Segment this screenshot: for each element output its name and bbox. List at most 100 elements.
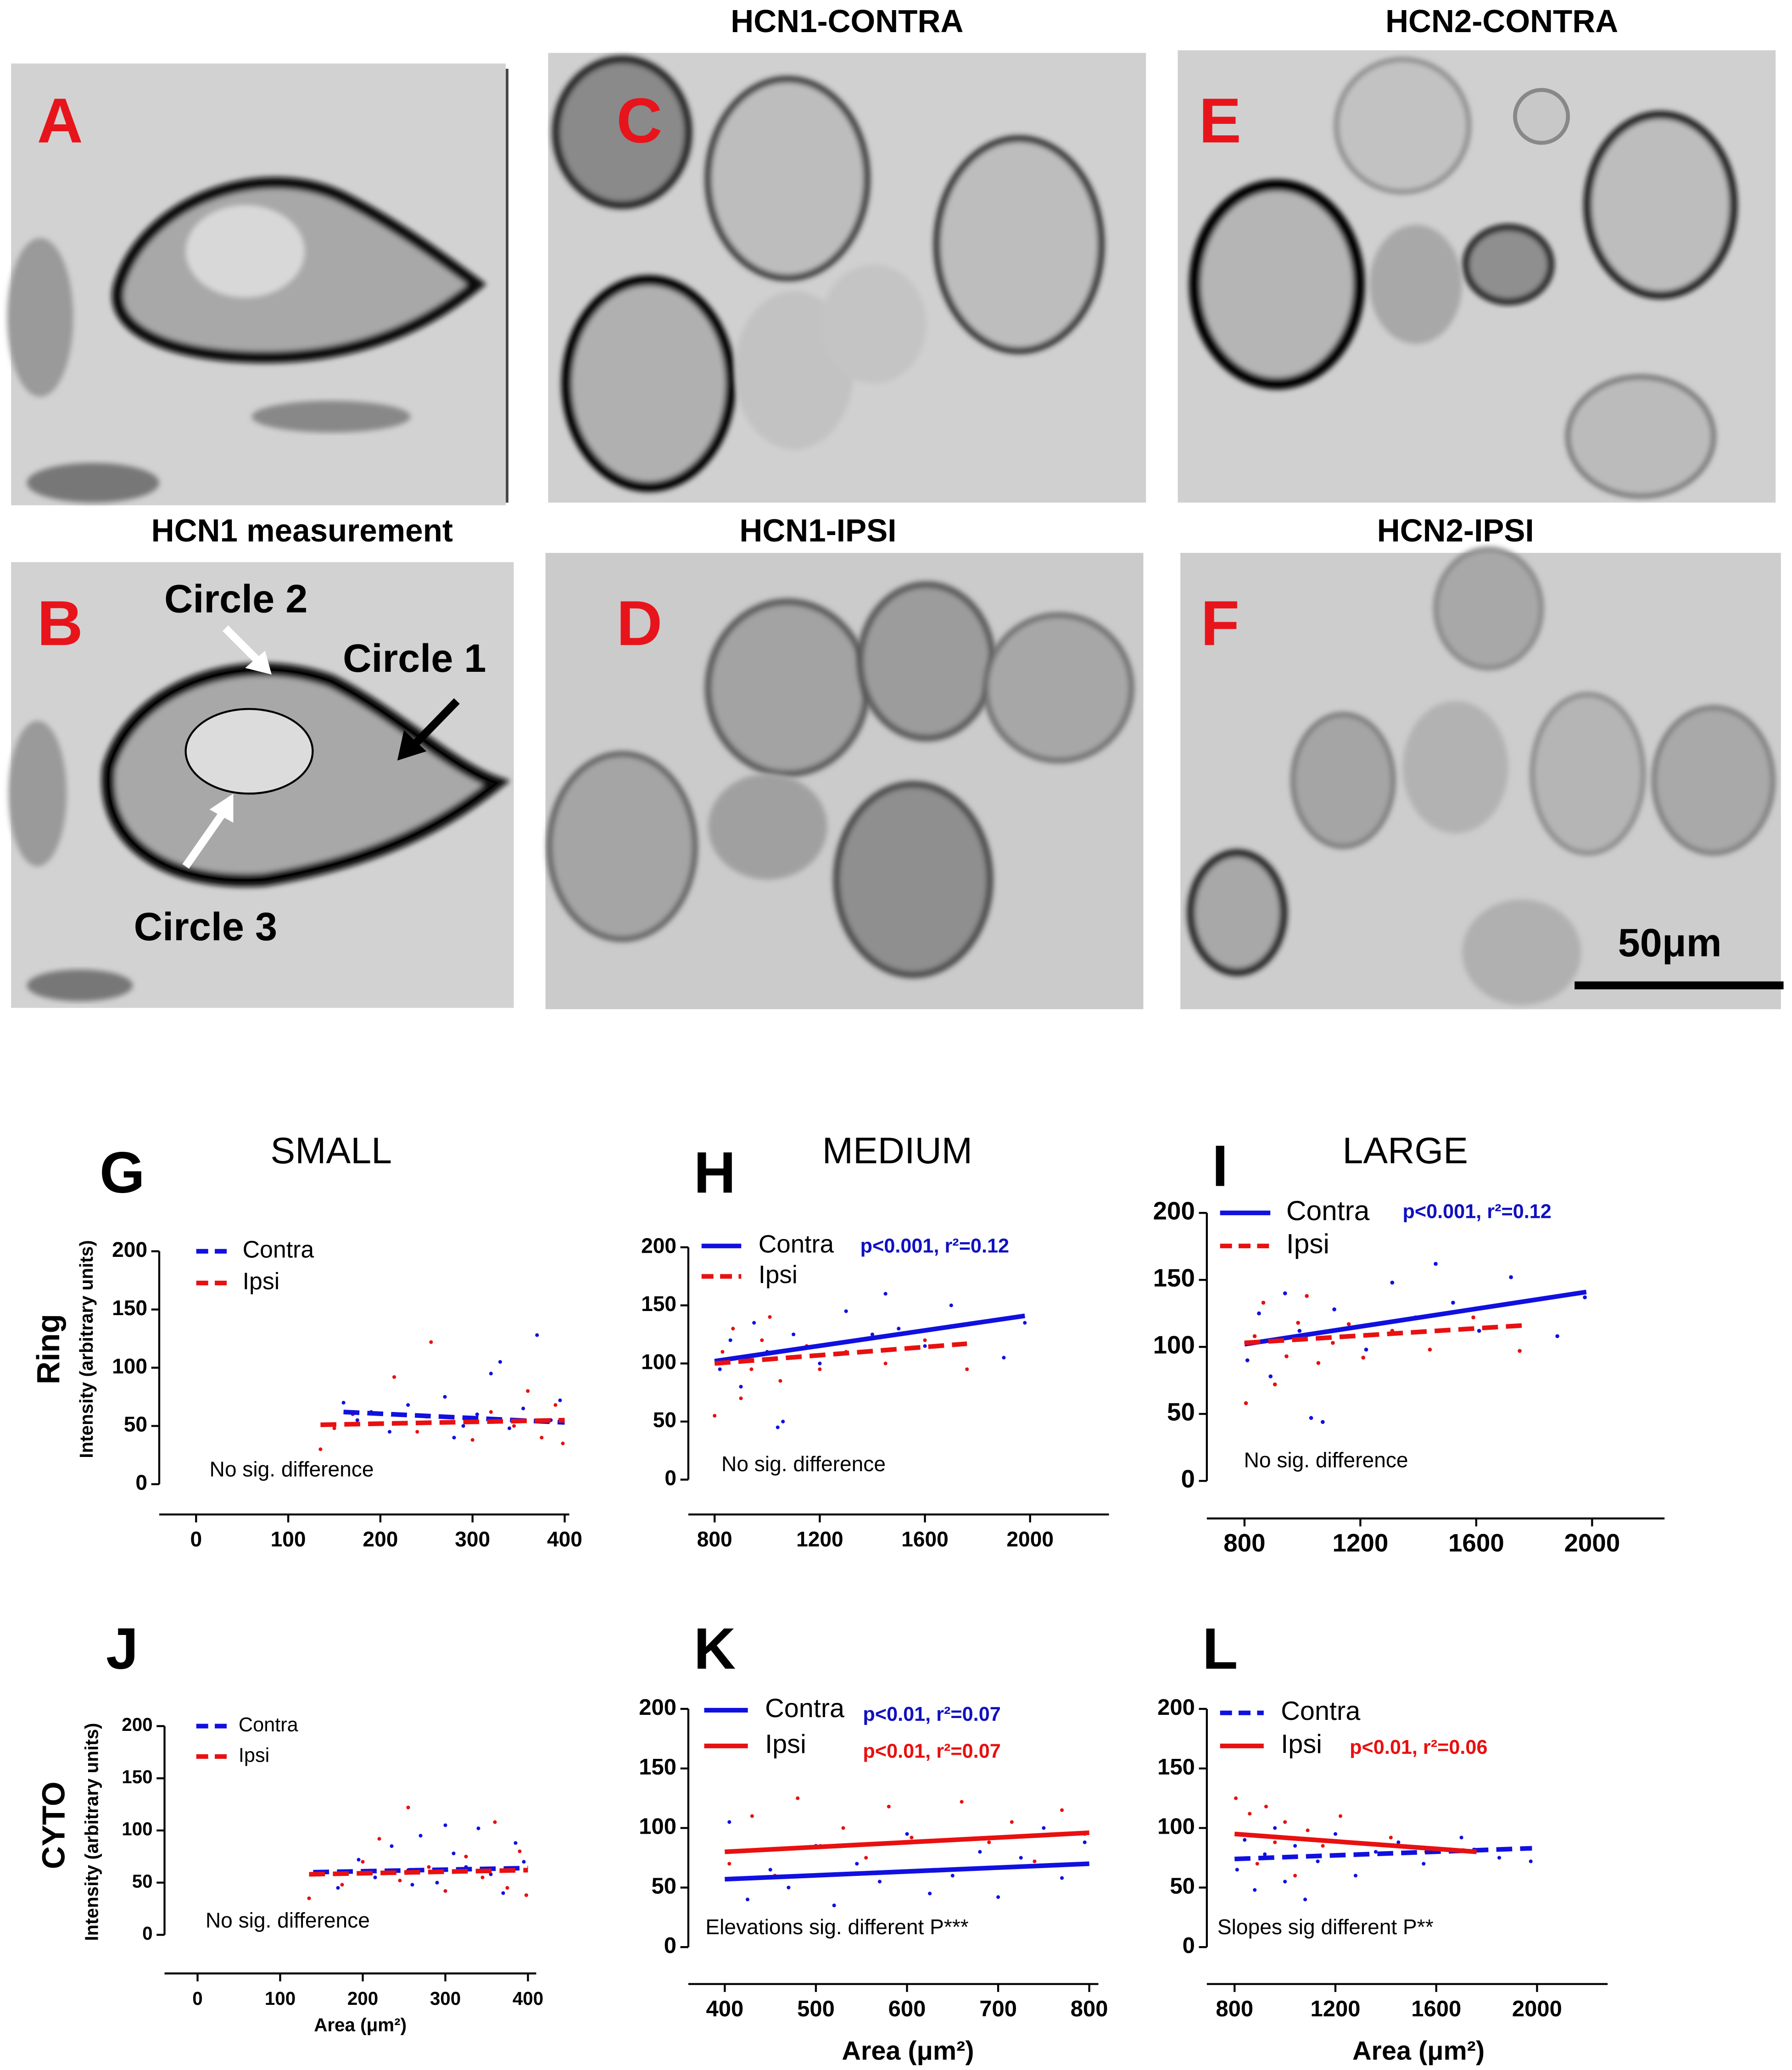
x-tick-label: 1200 — [796, 1527, 843, 1551]
data-point — [949, 1303, 953, 1307]
data-point — [1060, 1876, 1064, 1880]
data-point — [1333, 1832, 1338, 1836]
data-point — [489, 1372, 493, 1376]
data-point — [776, 1425, 780, 1429]
y-tick-label: 200 — [641, 1233, 676, 1257]
data-point — [1023, 1321, 1027, 1325]
micrograph-f — [1180, 547, 1781, 1010]
micrograph-e — [1178, 50, 1776, 503]
data-point — [307, 1896, 311, 1900]
data-point — [1060, 1808, 1064, 1812]
data-point — [728, 1338, 732, 1342]
data-point — [1033, 1859, 1037, 1864]
data-point — [415, 1430, 419, 1434]
data-point — [489, 1872, 493, 1876]
micrograph-a — [7, 63, 508, 506]
annotation: p<0.01, r²=0.06 — [1350, 1736, 1487, 1758]
x-tick-label: 200 — [363, 1527, 398, 1551]
data-point — [521, 1406, 525, 1411]
x-tick-label: 800 — [1216, 1997, 1253, 2021]
circle-label: Circle 1 — [343, 636, 486, 681]
data-point — [1283, 1880, 1287, 1884]
y-tick-label: 0 — [135, 1471, 147, 1495]
data-point — [535, 1333, 539, 1337]
data-point — [832, 1903, 836, 1908]
data-point — [475, 1412, 479, 1417]
data-point — [1263, 1852, 1267, 1856]
y-tick-label: 50 — [653, 1408, 676, 1432]
y-tick-label: 150 — [1157, 1755, 1195, 1780]
x-axis-label: Area (μm²) — [842, 2037, 974, 2066]
data-point — [910, 1836, 914, 1840]
data-point — [1297, 1328, 1302, 1333]
y-tick-label: 0 — [142, 1923, 152, 1944]
x-tick-label: 1200 — [1311, 1997, 1361, 2021]
panel-letter: I — [1212, 1133, 1228, 1198]
fit-line — [1244, 1289, 1587, 1347]
data-point — [713, 1414, 717, 1418]
data-point — [923, 1338, 927, 1342]
data-point — [752, 1321, 756, 1325]
fit-line — [1234, 1831, 1477, 1854]
annotation: No sig. difference — [210, 1457, 374, 1481]
fit-line — [313, 1865, 528, 1875]
data-point — [1283, 1291, 1287, 1295]
circle-label: Circle 2 — [164, 577, 307, 621]
data-point — [377, 1837, 381, 1841]
data-point — [1293, 1844, 1297, 1848]
data-point — [461, 1424, 465, 1428]
column-heading: LARGE — [1342, 1130, 1468, 1172]
legend-label: Ipsi — [239, 1744, 269, 1766]
legend-label: Ipsi — [1286, 1228, 1329, 1259]
data-point — [429, 1340, 433, 1344]
data-point — [1316, 1859, 1320, 1864]
data-point — [718, 1367, 722, 1371]
y-tick-label: 100 — [641, 1350, 676, 1373]
y-tick-label: 0 — [1183, 1933, 1195, 1958]
data-point — [336, 1886, 340, 1890]
x-tick-label: 500 — [797, 1997, 835, 2021]
data-point — [965, 1367, 969, 1371]
data-point — [1244, 1401, 1248, 1406]
annotation: No sig. difference — [1244, 1448, 1408, 1472]
x-tick-label: 800 — [1071, 1997, 1108, 2021]
fit-line — [725, 1830, 1089, 1854]
data-point — [1338, 1814, 1343, 1818]
y-tick-label: 150 — [641, 1292, 676, 1316]
data-point — [1373, 1850, 1378, 1854]
fit-line — [714, 1313, 1025, 1364]
data-point — [1248, 1812, 1252, 1816]
y-tick-label: 200 — [639, 1695, 676, 1720]
data-point — [318, 1447, 323, 1451]
y-tick-label: 150 — [1153, 1264, 1195, 1292]
data-point — [1529, 1859, 1533, 1864]
data-point — [1321, 1420, 1325, 1424]
data-point — [373, 1875, 377, 1880]
data-point — [387, 1430, 392, 1434]
data-point — [1555, 1334, 1559, 1339]
x-tick-label: 800 — [1223, 1529, 1265, 1557]
legend-label: Contra — [1286, 1195, 1370, 1226]
data-point — [1042, 1826, 1046, 1830]
y-tick-label: 50 — [1167, 1398, 1195, 1426]
legend-label: Contra — [765, 1694, 845, 1723]
panel-title: HCN2-IPSI — [1377, 513, 1534, 548]
legend-label: Contra — [243, 1236, 314, 1262]
data-point — [470, 1438, 475, 1442]
data-point — [1010, 1820, 1014, 1824]
data-point — [844, 1309, 848, 1313]
fit-line — [714, 1341, 967, 1366]
data-point — [464, 1854, 468, 1858]
x-tick-label: 700 — [979, 1997, 1017, 2021]
data-point — [778, 1379, 782, 1383]
data-point — [796, 1796, 800, 1800]
x-tick-label: 2000 — [1006, 1527, 1054, 1551]
data-point — [727, 1862, 731, 1866]
data-point — [512, 1424, 516, 1428]
y-tick-label: 0 — [664, 1466, 676, 1490]
panel-title: HCN1 measurement — [151, 513, 453, 548]
x-tick-label: 0 — [192, 1988, 202, 2009]
data-point — [1019, 1856, 1023, 1860]
panel-letter: J — [106, 1616, 139, 1681]
data-point — [1252, 1334, 1257, 1339]
